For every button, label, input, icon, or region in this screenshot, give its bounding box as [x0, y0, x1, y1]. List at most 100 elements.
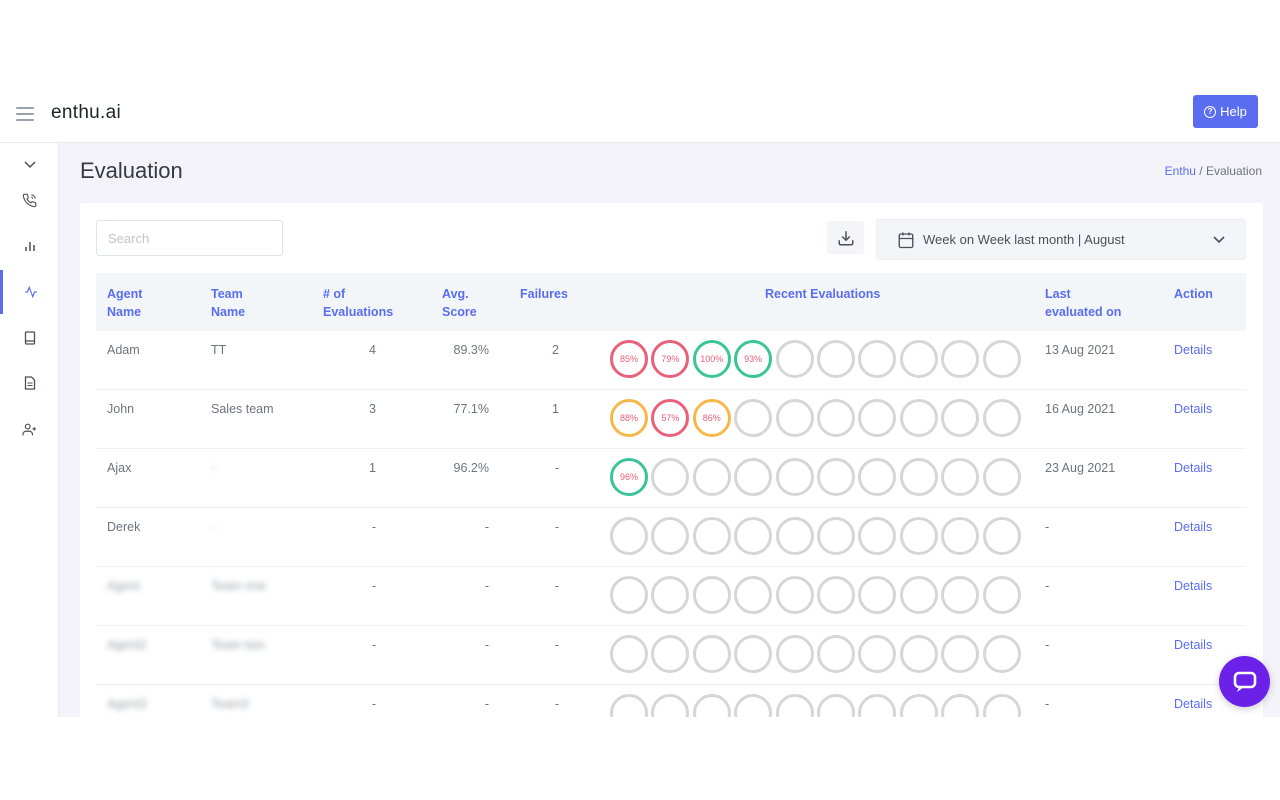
date-range-select[interactable]: Week on Week last month | August: [876, 219, 1246, 260]
evaluation-score-ring[interactable]: 79%: [651, 340, 690, 378]
recent-evaluations-rings: [610, 635, 1021, 673]
empty-evaluation-ring: [692, 458, 731, 496]
avg-score-cell: 96.2%: [453, 461, 489, 475]
sidebar-item-add-user[interactable]: [0, 407, 59, 451]
evaluation-score-ring[interactable]: 86%: [692, 399, 731, 437]
avg-score-cell: -: [484, 638, 489, 652]
empty-evaluation-ring: [651, 458, 690, 496]
empty-evaluation-ring: [734, 458, 773, 496]
empty-evaluation-ring: [858, 399, 897, 437]
team-name-cell: Team one: [211, 579, 266, 593]
last-evaluated-cell: -: [1045, 638, 1050, 652]
empty-evaluation-ring: [734, 517, 773, 555]
empty-evaluation-ring: [899, 694, 938, 717]
search-input[interactable]: [96, 220, 283, 256]
menu-toggle-icon[interactable]: [16, 107, 34, 121]
calendar-icon: [898, 232, 914, 248]
failures-cell: 2: [552, 343, 559, 357]
recent-evaluations-rings: [610, 517, 1021, 555]
sidebar-item-reports[interactable]: [0, 361, 59, 405]
empty-evaluation-ring: [610, 576, 648, 614]
details-link[interactable]: Details: [1174, 520, 1213, 534]
team-name-cell: TT: [211, 343, 227, 357]
evaluation-score-ring[interactable]: 96%: [610, 458, 648, 496]
empty-evaluation-ring: [610, 517, 648, 555]
help-button[interactable]: ? Help: [1193, 95, 1258, 128]
empty-evaluation-ring: [858, 458, 897, 496]
failures-cell: -: [554, 697, 559, 711]
download-button[interactable]: [827, 221, 864, 254]
details-link[interactable]: Details: [1174, 402, 1213, 416]
empty-evaluation-ring: [899, 399, 938, 437]
recent-evaluations-rings: 96%: [610, 458, 1021, 496]
failures-cell: -: [554, 461, 559, 475]
header-avg-score[interactable]: Avg. Score: [442, 287, 477, 319]
failures-cell: 1: [552, 402, 559, 416]
sidebar-item-library[interactable]: [0, 316, 59, 360]
empty-evaluation-ring: [651, 635, 690, 673]
details-link[interactable]: Details: [1174, 697, 1213, 711]
empty-evaluation-ring: [775, 576, 814, 614]
evaluation-score-ring[interactable]: 100%: [692, 340, 731, 378]
team-name-cell: Team two: [211, 638, 265, 652]
empty-evaluation-ring: [941, 517, 980, 555]
avg-score-cell: 89.3%: [453, 343, 489, 357]
top-bar: enthu.ai ? Help: [0, 80, 1280, 143]
document-icon: [24, 376, 35, 390]
evaluation-score-ring[interactable]: 88%: [610, 399, 648, 437]
evaluation-score-ring[interactable]: 93%: [734, 340, 773, 378]
chevron-down-icon: [23, 161, 36, 169]
details-link[interactable]: Details: [1174, 343, 1213, 357]
empty-evaluation-ring: [816, 517, 855, 555]
team-name-cell: Team3: [211, 697, 249, 711]
empty-evaluation-ring: [692, 694, 731, 717]
empty-evaluation-ring: [858, 517, 897, 555]
details-link[interactable]: Details: [1174, 461, 1213, 475]
evaluations-count-cell: -: [371, 638, 376, 652]
sidebar-collapse[interactable]: [0, 143, 59, 187]
empty-evaluation-ring: [692, 576, 731, 614]
empty-evaluation-ring: [899, 517, 938, 555]
empty-evaluation-ring: [775, 517, 814, 555]
empty-evaluation-ring: [941, 576, 980, 614]
header-last-evaluated[interactable]: Last evaluated on: [1045, 287, 1122, 319]
team-name-cell: Sales team: [211, 402, 274, 416]
empty-evaluation-ring: [775, 340, 814, 378]
chat-icon: [1233, 671, 1256, 692]
evaluation-score-ring[interactable]: 57%: [651, 399, 690, 437]
last-evaluated-cell: -: [1045, 579, 1050, 593]
chevron-down-icon: [1213, 235, 1225, 243]
avg-score-cell: -: [484, 579, 489, 593]
empty-evaluation-ring: [982, 517, 1021, 555]
empty-evaluation-ring: [816, 576, 855, 614]
agent-name-cell: Agent3: [107, 697, 147, 711]
table-header: Agent Name Team Name # of Evaluations Avg. S…: [96, 273, 1246, 331]
breadcrumb-home-link[interactable]: Enthu: [1164, 164, 1196, 178]
date-range-value: Week on Week last month | August: [923, 232, 1125, 247]
header-team-name[interactable]: Team Name: [211, 287, 246, 319]
details-link[interactable]: Details: [1174, 638, 1213, 652]
activity-icon: [25, 286, 37, 298]
empty-evaluation-ring: [941, 340, 980, 378]
empty-evaluation-ring: [982, 694, 1021, 717]
breadcrumb-current: Evaluation: [1205, 164, 1262, 178]
agent-name-cell: Agent2: [107, 638, 147, 652]
failures-cell: -: [554, 638, 559, 652]
empty-evaluation-ring: [651, 694, 690, 717]
sidebar-item-evaluation[interactable]: [0, 270, 59, 314]
details-link[interactable]: Details: [1174, 579, 1213, 593]
chat-widget-button[interactable]: [1219, 656, 1270, 707]
sidebar-item-calls[interactable]: [0, 178, 59, 222]
download-icon: [838, 230, 853, 245]
header-num-evaluations[interactable]: # of Evaluations: [323, 287, 394, 319]
table-row: Ajax - 1 96.2% - 96% 23 Aug 2021 Details: [96, 449, 1246, 508]
recent-evaluations-rings: 85% 79% 100% 93%: [610, 340, 1021, 378]
team-name-cell: -: [211, 520, 216, 534]
last-evaluated-cell: -: [1045, 520, 1050, 534]
agent-name-cell: Ajax: [107, 461, 132, 475]
header-failures[interactable]: Failures: [520, 287, 568, 301]
header-agent-name[interactable]: Agent Name: [107, 287, 143, 319]
evaluation-score-ring[interactable]: 85%: [610, 340, 648, 378]
sidebar-item-analytics[interactable]: [0, 224, 59, 268]
recent-evaluations-rings: [610, 694, 1021, 717]
